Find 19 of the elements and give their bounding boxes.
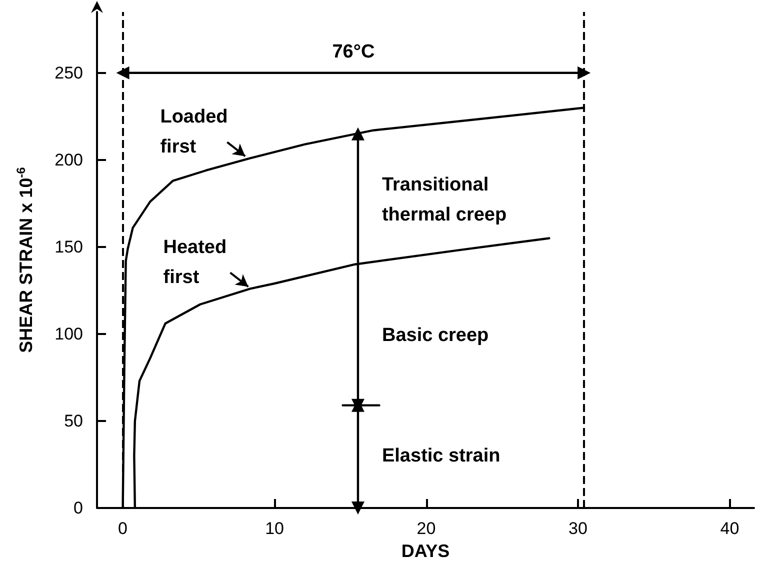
- x-tick-label: 10: [265, 519, 284, 538]
- annotation: Basic creep: [382, 325, 489, 346]
- annotation: Heated first: [163, 237, 227, 288]
- y-tick-label: 250: [54, 63, 83, 82]
- x-tick-label: 40: [720, 519, 740, 538]
- y-tick-label: 50: [64, 411, 83, 430]
- x-tick-label: 20: [416, 519, 436, 538]
- x-axis-title: DAYS: [401, 540, 450, 561]
- annotation: 76°C: [332, 41, 375, 62]
- y-tick-label: 0: [74, 498, 83, 518]
- annotation: Loaded first: [160, 106, 228, 158]
- x-tick-label: 30: [568, 519, 588, 538]
- y-axis-title: SHEAR STRAIN x 10-6: [14, 166, 36, 353]
- y-tick-label: 200: [54, 150, 83, 170]
- annotation: Transitional thermal creep: [382, 174, 507, 226]
- y-tick-label: 150: [54, 237, 83, 256]
- annotation: Elastic strain: [382, 445, 500, 466]
- y-tick-label: 100: [54, 324, 83, 344]
- x-tick-label: 0: [118, 519, 128, 538]
